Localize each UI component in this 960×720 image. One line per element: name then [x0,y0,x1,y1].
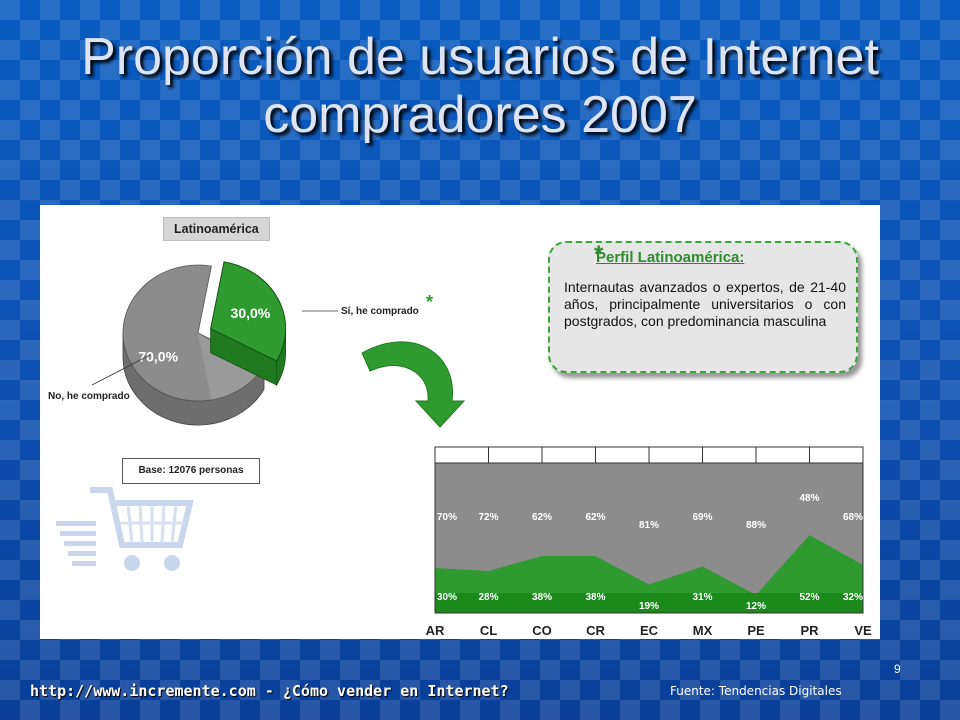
profile-body: Internautas avanzados o expertos, de 21-… [564,279,846,329]
profile-title: Perfil Latinoamérica: [596,249,745,266]
area-label-no: 70% [437,512,457,523]
area-label-no: 81% [639,520,659,531]
panel-graphics: 30,0% 70,0% Sí, he comprado * No, he comprad… [48,261,872,638]
area-category-label: PE [747,623,765,638]
slide-title: Proporción de usuarios de Internet compr… [81,28,879,144]
area-label-si: 30% [437,592,457,603]
area-category-label: CL [480,623,497,638]
callout-line-no [91,354,151,386]
area-category-label: VE [854,623,872,638]
pie-slice-si [210,261,287,362]
area-label-si: 19% [639,601,659,612]
area-label-no: 62% [585,512,605,523]
area-category-label: CO [532,623,552,638]
callout-label-no: No, he comprado [48,391,130,402]
area-category-label: PR [800,623,819,638]
area-frame [434,462,864,614]
area-label-si: 38% [585,592,605,603]
area-category-label: MX [693,623,713,638]
footer-source: Fuente: Tendencias Digitales [670,684,842,698]
area-label-si: 28% [478,592,498,603]
area-label-no: 69% [692,512,712,523]
callout-label-si: Sí, he comprado [341,306,419,317]
area-label-si: 38% [532,592,552,603]
area-label-no: 48% [799,493,819,504]
area-label-si: 32% [843,592,863,603]
profile-box: * Perfil Latinoamérica: Internautas avan… [548,241,858,373]
chart-panel: 30,0% 70,0% Sí, he comprado * No, he comprad… [40,205,880,639]
page-number: 9 [894,662,901,676]
area-label-si: 31% [692,592,712,603]
profile-asterisk: * [594,241,604,268]
region-label: Latinoamérica [163,217,270,241]
shopping-cart-icon [56,487,194,571]
area-label-no: 68% [843,512,863,523]
area-base-band [435,593,863,613]
area-label-no: 72% [478,512,498,523]
footer-url: http://www.incremente.com - ¿Cómo vender… [30,682,509,700]
area-category-label: EC [640,623,659,638]
pie-label-no: 70,0% [138,349,178,365]
area-category-label: AR [426,623,445,638]
area-category-label: CR [586,623,605,638]
curved-arrow-icon [361,341,466,428]
area-label-si: 52% [799,592,819,603]
area-label-si: 12% [746,601,766,612]
base-label: Base: 12076 personas [122,458,260,484]
pie-label-si: 30,0% [231,305,271,321]
area-label-no: 88% [746,520,766,531]
area-label-no: 62% [532,512,552,523]
callout-asterisk: * [426,292,433,312]
